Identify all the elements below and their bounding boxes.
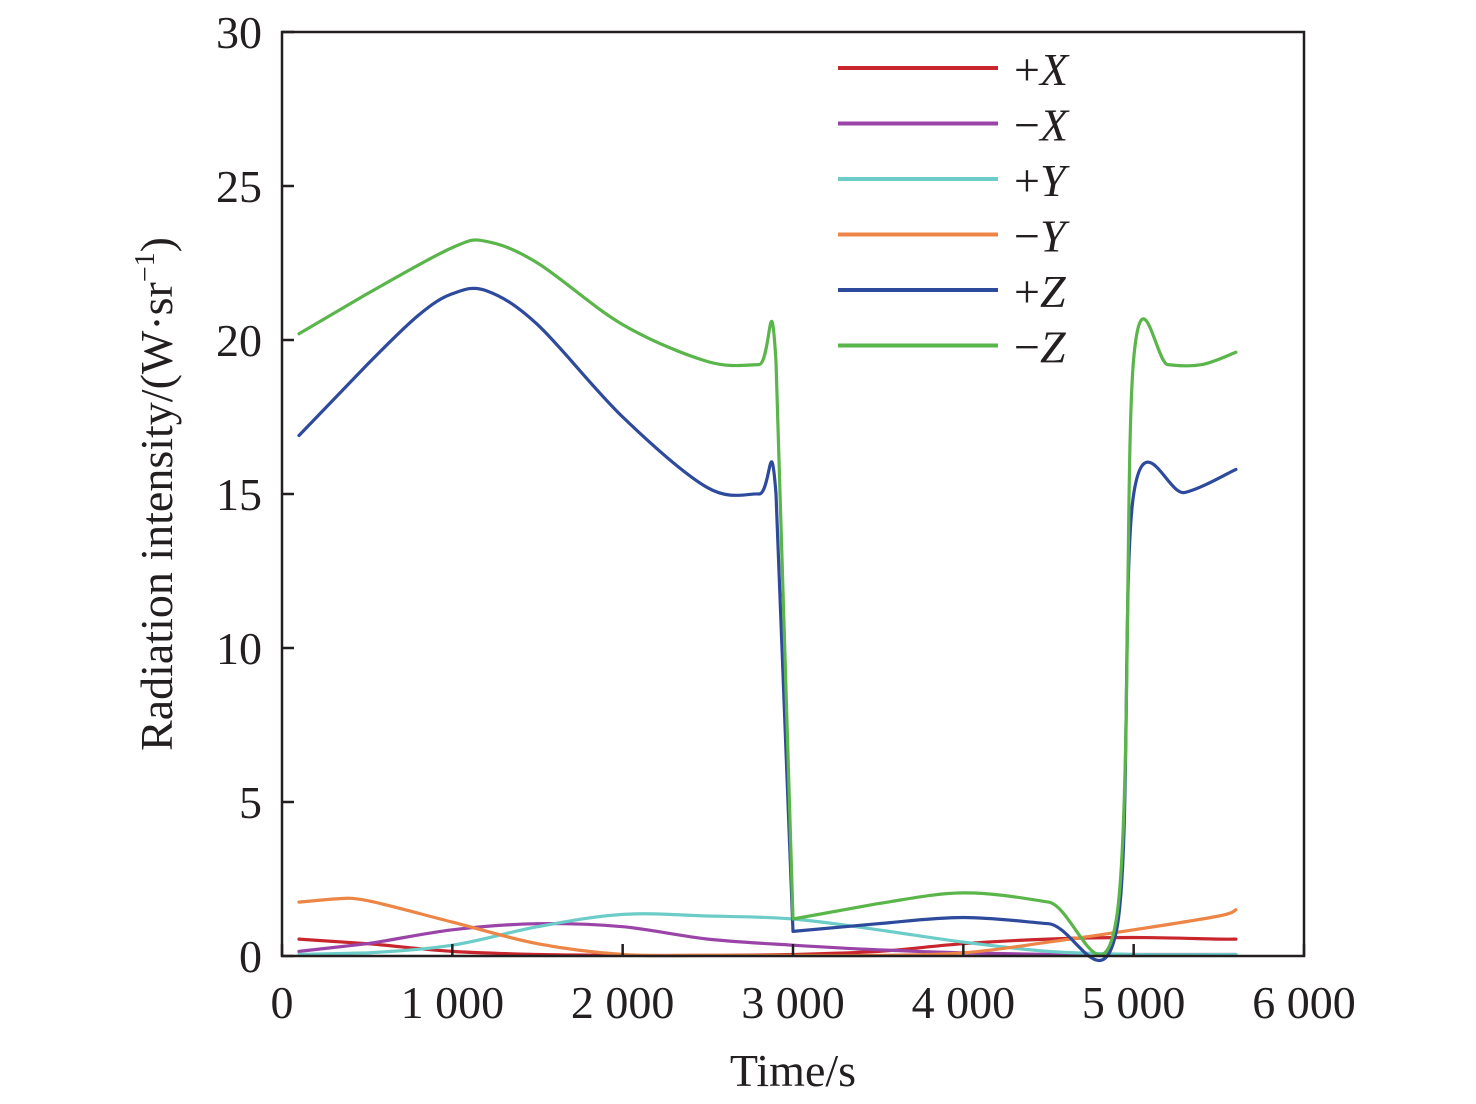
legend-sign: + [1014, 266, 1040, 317]
legend-sign: − [1014, 100, 1040, 151]
legend-label-0: +X [1014, 44, 1070, 95]
series-line-5 [297, 238, 1238, 957]
x-tick-label: 6 000 [1252, 977, 1356, 1028]
legend: +X−X+Y−Y+Z−Z [838, 44, 1070, 373]
x-tick-label: 0 [271, 977, 294, 1028]
y-axis-title-end: ) [131, 237, 182, 252]
x-tick-label: 1 000 [401, 977, 505, 1028]
y-tick-label: 5 [239, 777, 262, 828]
tick-layer: 0 1 000 2 000 3 000 4 000 5 000 6 000 0 5 10 15 20 2… [216, 7, 1356, 1028]
legend-sign: − [1014, 211, 1040, 262]
x-tick-label: 2 000 [571, 977, 675, 1028]
series-line-0 [297, 935, 1238, 958]
legend-label-5: −Z [1014, 322, 1066, 373]
y-tick-label: 15 [216, 469, 262, 520]
y-tick-label: 20 [216, 315, 262, 366]
legend-axis: Y [1040, 211, 1070, 262]
y-tick-label: 0 [239, 931, 262, 982]
x-tick-label: 4 000 [912, 977, 1016, 1028]
legend-label-4: +Z [1014, 266, 1066, 317]
y-axis-title-main: Radiation intensity/(W·sr [131, 282, 182, 751]
legend-axis: X [1038, 44, 1070, 95]
legend-label-2: +Y [1014, 155, 1070, 206]
legend-label-3: −Y [1014, 211, 1070, 262]
x-axis-title: Time/s [730, 1045, 856, 1096]
legend-sign: − [1014, 322, 1040, 373]
plot-frame [280, 30, 1306, 958]
legend-axis: X [1038, 100, 1070, 151]
y-tick-label: 10 [216, 623, 262, 674]
legend-sign: + [1014, 44, 1040, 95]
y-tick-label: 25 [216, 161, 262, 212]
legend-axis: Y [1040, 155, 1070, 206]
y-axis-title: Radiation intensity/(W·sr−1) [130, 237, 182, 751]
x-tick-label: 5 000 [1082, 977, 1186, 1028]
y-axis-title-superscript: −1 [130, 252, 161, 282]
series-layer [297, 238, 1238, 962]
x-tick-label: 3 000 [741, 977, 845, 1028]
legend-sign: + [1014, 155, 1040, 206]
series-line-4 [297, 286, 1238, 962]
y-tick-label: 30 [216, 7, 262, 58]
legend-axis: Z [1040, 266, 1066, 317]
legend-label-1: −X [1014, 100, 1070, 151]
legend-axis: Z [1040, 322, 1066, 373]
